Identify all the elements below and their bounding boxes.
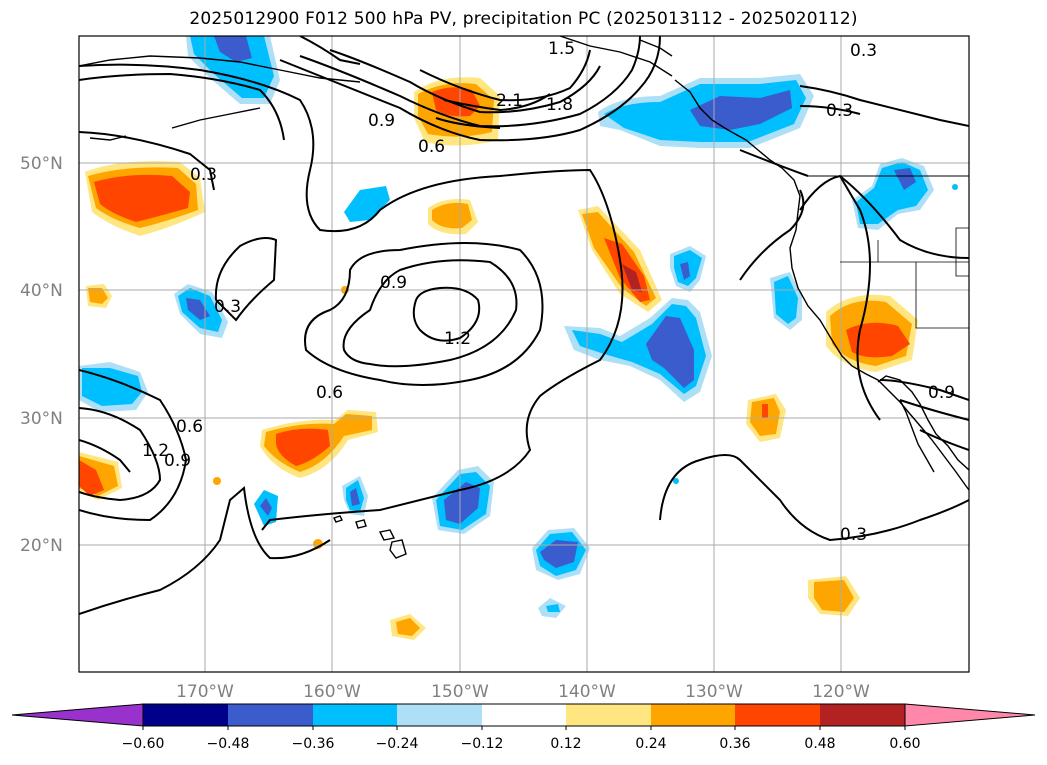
- contour-label: 0.6: [316, 383, 343, 403]
- colorbar: −0.60 −0.48 −0.36 −0.24 −0.12 0.12 0.24 …: [11, 703, 1036, 752]
- contour-label: 0.3: [840, 525, 867, 545]
- colorbar-segment: [735, 704, 820, 726]
- contour-label: 0.3: [190, 165, 217, 185]
- colorbar-segment: [651, 704, 735, 726]
- lat-label: 30°N: [20, 409, 63, 429]
- colorbar-segment: [566, 704, 651, 726]
- lon-label: 120°W: [812, 682, 870, 702]
- colorbar-segment: [228, 704, 313, 726]
- negative-precip-shading: [79, 36, 958, 618]
- colorbar-tick-label: −0.48: [207, 736, 250, 752]
- colorbar-segment: [820, 704, 905, 726]
- colorbar-segment: [397, 704, 482, 726]
- contour-label: 1.8: [546, 95, 573, 115]
- contour-label: 0.3: [850, 41, 877, 61]
- contour-label: 1.2: [444, 329, 471, 349]
- graticule: [79, 36, 969, 672]
- contour-label: 0.3: [214, 297, 241, 317]
- coastlines: [79, 36, 969, 559]
- colorbar-segment: [143, 704, 228, 726]
- longitude-labels: 170°W 160°W 150°W 140°W 130°W 120°W: [176, 682, 870, 702]
- colorbar-segment: [313, 704, 397, 726]
- contour-label: 0.9: [380, 273, 407, 293]
- contour-label: 2.1: [496, 91, 523, 111]
- lon-label: 130°W: [685, 682, 743, 702]
- contour-label: 0.3: [826, 101, 853, 121]
- colorbar-tick-label: 0.60: [889, 736, 920, 752]
- contour-label: 1.2: [142, 441, 169, 461]
- colorbar-tick-label: 0.24: [635, 736, 666, 752]
- colorbar-extend-low: [11, 703, 144, 727]
- colorbar-outline: [142, 703, 906, 727]
- latitude-labels: 50°N 40°N 30°N 20°N: [20, 154, 63, 556]
- lat-label: 50°N: [20, 154, 63, 174]
- pv-contours: [79, 36, 969, 615]
- contour-label: 0.9: [164, 451, 191, 471]
- lon-label: 170°W: [176, 682, 234, 702]
- contour-label: 0.6: [418, 137, 445, 157]
- figure-title: 2025012900 F012 500 hPa PV, precipitatio…: [189, 9, 858, 29]
- lon-label: 150°W: [431, 682, 489, 702]
- contour-label: 0.9: [928, 383, 955, 403]
- colorbar-segment: [482, 704, 566, 726]
- colorbar-tick-label: −0.60: [122, 736, 165, 752]
- colorbar-tick-label: 0.36: [719, 736, 750, 752]
- lat-label: 40°N: [20, 281, 63, 301]
- colorbar-tick-label: −0.12: [461, 736, 504, 752]
- map-frame: [78, 35, 970, 673]
- colorbar-tick-label: 0.12: [550, 736, 581, 752]
- lon-label: 160°W: [303, 682, 361, 702]
- contour-label: 1.5: [548, 39, 575, 59]
- lon-label: 140°W: [558, 682, 616, 702]
- colorbar-tick-label: −0.24: [376, 736, 419, 752]
- contour-label: 0.6: [176, 417, 203, 437]
- lat-label: 20°N: [20, 536, 63, 556]
- colorbar-tick-label: −0.36: [292, 736, 335, 752]
- contour-labels: 0.3 0.3 0.3 0.6 0.9 1.8 2.1 1.5 0.9 1.2 …: [142, 39, 955, 545]
- contour-label: 0.9: [368, 111, 395, 131]
- colorbar-extend-high: [904, 703, 1036, 727]
- colorbar-tick-label: 0.48: [804, 736, 835, 752]
